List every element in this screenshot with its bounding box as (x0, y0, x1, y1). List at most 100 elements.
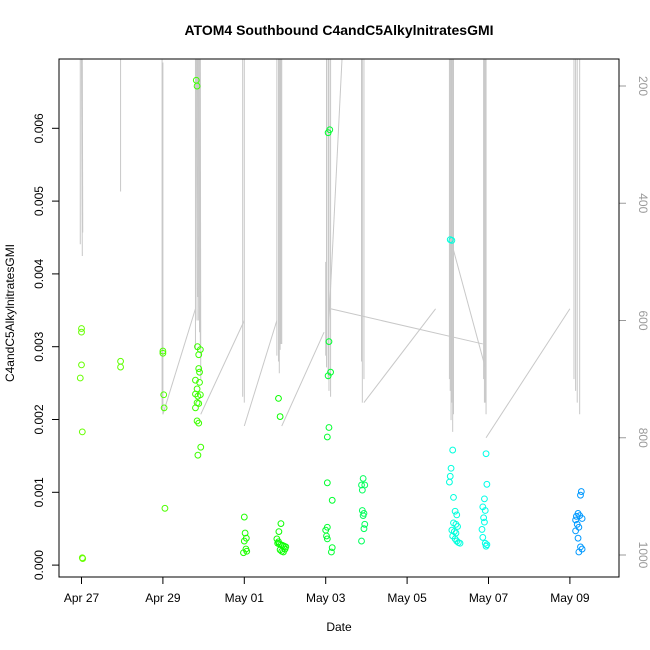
x-tick-label: May 09 (550, 591, 590, 605)
data-point (361, 520, 369, 528)
data-point (196, 368, 203, 376)
data-point (577, 488, 585, 495)
data-point (483, 480, 491, 488)
data-point (573, 512, 580, 520)
data-point (327, 548, 335, 556)
data-point (243, 547, 251, 555)
data-point (482, 450, 490, 458)
data-point (359, 475, 367, 482)
y-tick-label: 0.000 (32, 550, 46, 580)
data-point (450, 528, 458, 536)
right-tick-label: 400 (636, 193, 650, 213)
data-point (275, 394, 282, 402)
data-point (478, 526, 486, 533)
x-axis-label: Date (326, 620, 352, 634)
data-point (572, 527, 579, 535)
data-point (196, 346, 204, 354)
data-point (323, 433, 331, 441)
track-segment (328, 59, 343, 321)
data-point (358, 486, 366, 494)
data-point (358, 481, 365, 489)
track-segment (195, 59, 198, 321)
data-point (76, 374, 84, 382)
data-point (78, 361, 85, 369)
track-segment (330, 308, 483, 345)
data-point (195, 400, 203, 407)
track-segment (198, 59, 201, 333)
data-point (193, 82, 201, 90)
right-tick-label: 800 (636, 428, 650, 448)
track-segment (453, 250, 486, 368)
right-tick-label: 200 (636, 76, 650, 96)
data-point (159, 347, 167, 355)
data-point (479, 534, 487, 541)
y-tick-label: 0.003 (32, 331, 46, 361)
data-point (78, 328, 85, 336)
y-tick-label: 0.005 (32, 186, 46, 216)
data-point (446, 478, 453, 486)
x-tick-label: Apr 29 (145, 591, 181, 605)
data-point (448, 237, 456, 244)
data-point (574, 534, 582, 542)
y-tick-label: 0.006 (32, 113, 46, 143)
data-point (456, 539, 464, 547)
data-point (324, 372, 332, 380)
data-point (240, 513, 248, 521)
x-tick-label: May 07 (469, 591, 509, 605)
data-point (195, 365, 203, 372)
data-point (117, 357, 124, 365)
data-point (453, 511, 461, 519)
data-point (360, 525, 368, 533)
data-point (78, 325, 85, 332)
data-point (240, 549, 247, 557)
y-tick-label: 0.001 (32, 477, 46, 507)
track-segment (281, 332, 325, 427)
data-point (277, 520, 285, 528)
data-point (274, 539, 282, 547)
data-point (577, 491, 584, 499)
data-point (192, 376, 199, 384)
x-tick-label: May 05 (387, 591, 427, 605)
axes-layer: Apr 27 Apr 29 May 01 May 03 May 05 May 07 May … (32, 76, 650, 605)
track-segment (363, 308, 436, 403)
track-segment (197, 59, 200, 321)
data-point (480, 514, 488, 522)
data-point (78, 428, 86, 436)
y-tick-label: 0.004 (32, 259, 46, 289)
data-point (195, 419, 203, 427)
data-point (482, 542, 490, 550)
x-tick-label: May 03 (306, 591, 346, 605)
data-point (450, 493, 457, 501)
data-point (449, 446, 457, 454)
data-point (323, 479, 331, 487)
data-point (575, 548, 583, 556)
track-segment (243, 320, 278, 427)
data-point (161, 504, 169, 512)
data-point (359, 512, 367, 519)
track-segment (81, 59, 83, 257)
data-point (275, 528, 283, 536)
track-segment (200, 320, 245, 415)
data-point (481, 495, 488, 503)
data-point (323, 532, 330, 540)
data-point (323, 535, 331, 543)
pressure-track-layer (79, 59, 581, 439)
y-tick-label: 0.002 (32, 404, 46, 434)
data-point (454, 523, 461, 530)
data-point (242, 534, 250, 542)
data-point (451, 507, 459, 515)
data-point (160, 391, 168, 399)
data-point (276, 413, 284, 420)
data-point (325, 424, 333, 431)
data-point (572, 516, 579, 524)
data-point (481, 539, 489, 547)
data-point (578, 515, 586, 522)
data-point (192, 404, 199, 412)
data-point (194, 451, 202, 459)
data-point (328, 496, 336, 504)
points-layer (76, 76, 586, 562)
right-tick-label: 600 (636, 310, 650, 330)
data-point (281, 545, 289, 553)
data-point (197, 443, 205, 451)
